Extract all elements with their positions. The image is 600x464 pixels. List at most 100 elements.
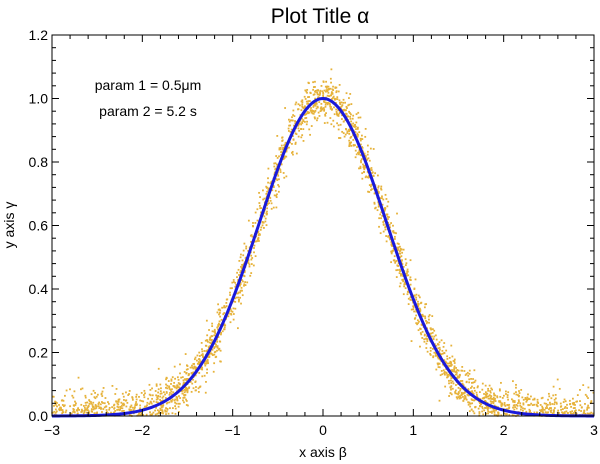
scatter-point [576, 400, 579, 403]
scatter-point [468, 401, 471, 404]
scatter-point [221, 330, 224, 333]
scatter-point [121, 403, 124, 406]
scatter-point [489, 406, 492, 409]
scatter-point [265, 212, 268, 215]
scatter-point [402, 280, 405, 283]
scatter-point [532, 398, 534, 401]
scatter-point [214, 332, 217, 335]
scatter-point [293, 124, 295, 127]
scatter-point [523, 407, 526, 410]
scatter-point [257, 234, 260, 237]
scatter-point [338, 111, 341, 114]
scatter-point [569, 412, 572, 415]
scatter-point [525, 398, 528, 401]
scatter-point [404, 264, 407, 266]
scatter-point [327, 102, 329, 104]
scatter-point [499, 395, 502, 398]
scatter-point [214, 350, 217, 353]
scatter-point [323, 109, 325, 112]
scatter-point [417, 303, 420, 306]
scatter-point [536, 411, 539, 414]
scatter-point [117, 398, 120, 401]
scatter-point [303, 114, 306, 116]
scatter-point [318, 115, 321, 117]
scatter-point [415, 322, 418, 325]
scatter-point [216, 345, 219, 348]
scatter-point [90, 410, 93, 412]
scatter-point [183, 378, 186, 381]
scatter-point [570, 405, 572, 408]
scatter-point [361, 134, 363, 137]
scatter-point [151, 387, 153, 390]
scatter-point [181, 392, 184, 395]
x-tick-label: 3 [590, 422, 598, 438]
scatter-point [279, 146, 282, 149]
scatter-point [350, 120, 353, 123]
scatter-point [393, 238, 396, 240]
scatter-point [373, 202, 376, 205]
scatter-point [97, 403, 100, 405]
scatter-point [354, 149, 357, 152]
scatter-point [443, 372, 446, 375]
scatter-point [87, 405, 90, 408]
scatter-point [584, 393, 587, 396]
scatter-point [413, 294, 416, 297]
scatter-point [281, 136, 283, 139]
scatter-point [503, 402, 506, 404]
scatter-point [95, 395, 98, 398]
scatter-point [463, 391, 466, 394]
scatter-point [486, 407, 489, 410]
scatter-point [571, 413, 574, 415]
scatter-point [474, 405, 477, 408]
scatter-point [270, 207, 273, 210]
scatter-point [55, 410, 58, 413]
scatter-point [484, 400, 487, 403]
scatter-point [315, 101, 318, 103]
scatter-point [363, 152, 366, 155]
scatter-point [449, 362, 452, 365]
scatter-point [348, 128, 350, 131]
scatter-point [105, 409, 108, 411]
scatter-point [307, 100, 310, 102]
scatter-point [242, 249, 245, 252]
scatter-point [140, 412, 143, 415]
scatter-point [223, 323, 226, 326]
scatter-point [454, 389, 457, 392]
scatter-point [158, 411, 160, 414]
scatter-point [357, 116, 360, 119]
scatter-point [206, 360, 209, 363]
scatter-point [449, 360, 452, 363]
scatter-point [520, 406, 523, 409]
scatter-point [332, 119, 335, 122]
scatter-point [447, 373, 450, 376]
scatter-point [329, 117, 332, 119]
scatter-point [525, 410, 528, 413]
scatter-point [62, 399, 65, 402]
scatter-point [144, 392, 146, 395]
scatter-point [564, 400, 567, 403]
scatter-point [301, 103, 304, 106]
scatter-point [533, 397, 536, 400]
scatter-point [496, 396, 499, 399]
scatter-point [284, 142, 287, 144]
scatter-point [464, 395, 467, 398]
scatter-point [507, 391, 510, 394]
scatter-point [524, 397, 527, 399]
scatter-point [402, 265, 405, 268]
scatter-point [210, 352, 213, 355]
scatter-point [343, 108, 346, 111]
scatter-point [448, 356, 451, 359]
scatter-point [483, 393, 485, 395]
scatter-point [491, 398, 494, 400]
scatter-point [355, 113, 358, 116]
scatter-point [189, 366, 192, 369]
scatter-point [145, 405, 148, 408]
scatter-point [348, 139, 351, 142]
scatter-point [173, 381, 176, 384]
scatter-point [254, 211, 257, 214]
scatter-point [345, 128, 348, 131]
scatter-point [76, 409, 79, 412]
scatter-point [289, 124, 292, 127]
scatter-point [530, 402, 533, 405]
scatter-point [143, 394, 145, 396]
